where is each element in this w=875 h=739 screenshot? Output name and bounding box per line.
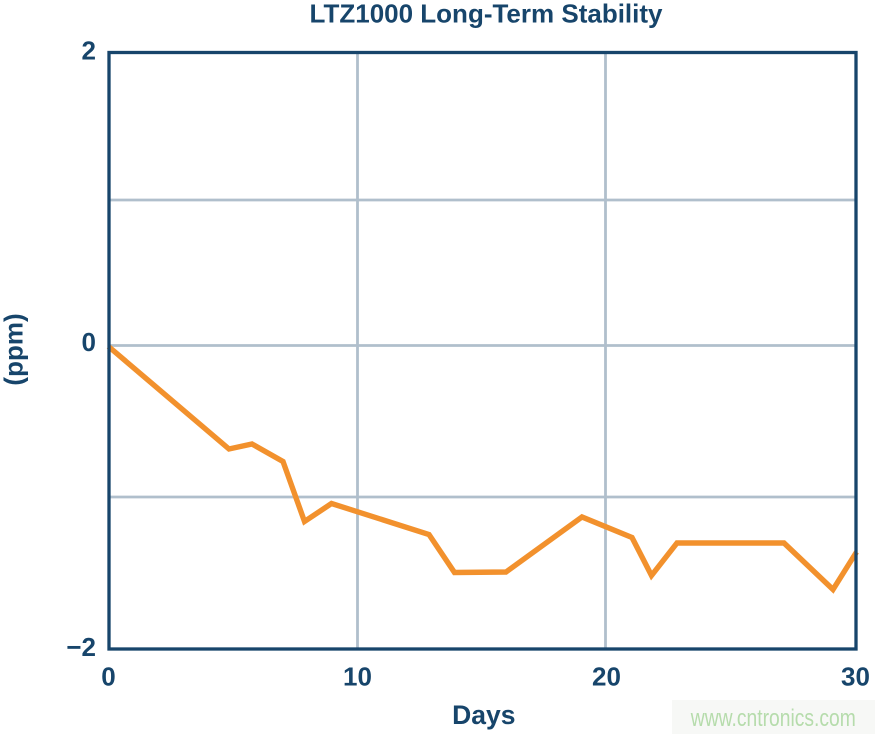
- svg-text:20: 20: [592, 662, 621, 692]
- svg-text:www.cntronics.com: www.cntronics.com: [690, 705, 856, 732]
- svg-text:10: 10: [343, 662, 372, 692]
- svg-text:2: 2: [82, 36, 96, 66]
- svg-text:30: 30: [841, 662, 870, 692]
- svg-text:0: 0: [82, 327, 96, 357]
- svg-text:Days: Days: [452, 700, 515, 730]
- svg-text:(ppm): (ppm): [0, 313, 29, 385]
- svg-text:0: 0: [101, 662, 115, 692]
- svg-text:LTZ1000 Long-Term Stability: LTZ1000 Long-Term Stability: [310, 0, 664, 29]
- svg-text:−2: −2: [66, 632, 96, 662]
